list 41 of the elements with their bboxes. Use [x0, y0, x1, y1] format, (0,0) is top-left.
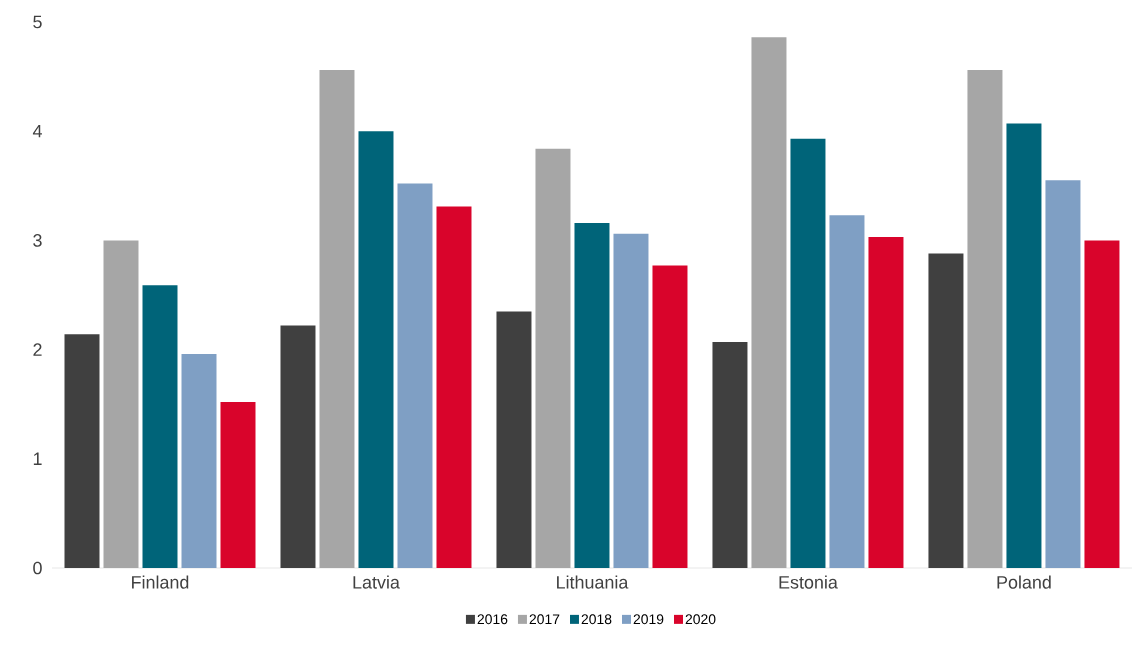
y-tick-label: 5: [33, 15, 42, 29]
bar: [220, 402, 256, 568]
x-tick-label: Latvia: [353, 575, 400, 589]
bar: [181, 353, 217, 568]
legend-label: 2017: [529, 614, 560, 625]
x-tick-label: Estonia: [779, 575, 838, 589]
bar: [613, 233, 649, 568]
bar: [967, 70, 1003, 568]
bar: [1084, 240, 1120, 568]
bar: [790, 138, 826, 568]
y-tick-label: 0: [33, 561, 42, 575]
legend-label: 2016: [477, 614, 508, 625]
bar: [829, 215, 865, 568]
bar: [280, 325, 316, 568]
x-tick-label: Poland: [997, 575, 1051, 589]
bar: [358, 131, 394, 568]
bar: [751, 37, 787, 568]
legend-label: 2020: [685, 614, 716, 625]
legend-label: 2019: [633, 614, 664, 625]
y-tick-label: 1: [33, 452, 42, 465]
bar: [142, 285, 178, 568]
bar: [436, 206, 472, 568]
bar: [1006, 123, 1042, 568]
x-tick-label: Finland: [132, 575, 189, 589]
y-tick-label: 3: [33, 234, 42, 247]
bar: [868, 237, 904, 568]
bar: [397, 183, 433, 568]
legend-label: 2018: [581, 614, 612, 625]
y-tick-label: 4: [32, 125, 42, 138]
bar: [574, 222, 610, 568]
bar: [103, 240, 139, 568]
y-tick-label: 2: [33, 343, 42, 356]
x-tick-label: Lithuania: [557, 575, 629, 589]
bar: [652, 265, 688, 568]
bar: [712, 341, 748, 568]
bar: [535, 148, 571, 568]
bar: [64, 334, 100, 568]
bar: [496, 311, 532, 568]
bar: [928, 253, 964, 568]
bar: [319, 70, 355, 568]
bar: [1045, 180, 1081, 568]
